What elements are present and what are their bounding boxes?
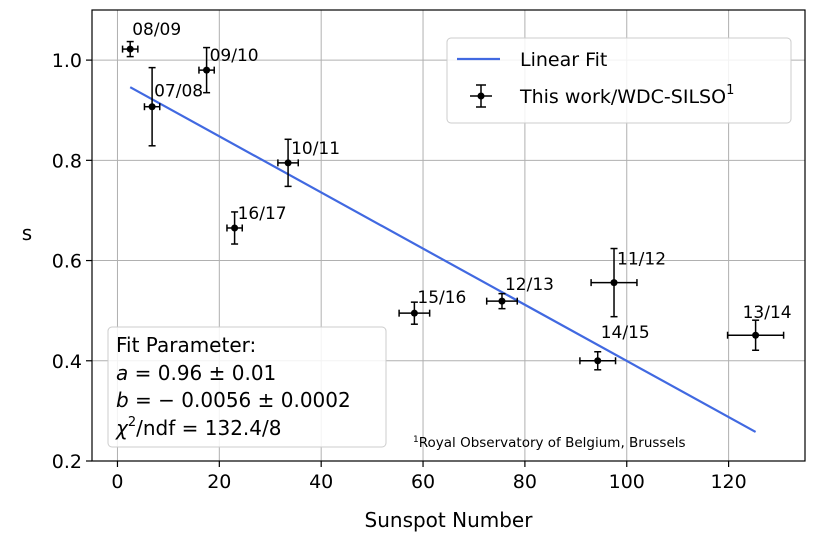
data-points: 08/09 07/08 09/10 10/11 16/17 15/16 12/13 11/12… xyxy=(121,20,792,371)
data-point-marker xyxy=(231,224,239,232)
fit-parameter-box: Fit Parameter: a = 0.96 ± 0.01 b = − 0.0… xyxy=(107,326,387,448)
data-point-11-12: 11/12 xyxy=(590,247,666,318)
data-point-label: 11/12 xyxy=(617,250,666,270)
y-tick-label: 0.2 xyxy=(52,451,82,473)
data-point-marker xyxy=(498,297,506,305)
data-point-label: 12/13 xyxy=(505,275,554,295)
data-point-label: 07/08 xyxy=(154,82,203,102)
data-point-marker xyxy=(203,66,211,74)
axis-ticks: 0 20 40 60 80 100 120 0.2 0.4 0.6 0.8 1.0 xyxy=(52,50,747,493)
x-tick-label: 80 xyxy=(513,471,537,493)
data-point-15-16: 15/16 xyxy=(398,288,466,325)
data-point-07-08: 07/08 xyxy=(143,66,203,147)
data-point-09-10: 09/10 xyxy=(198,46,259,94)
data-point-12-13: 12/13 xyxy=(485,275,554,310)
data-point-label: 09/10 xyxy=(210,46,259,66)
data-point-marker xyxy=(126,45,134,53)
x-axis-label: Sunspot Number xyxy=(365,508,534,532)
data-point-14-15: 14/15 xyxy=(579,323,650,371)
legend-box xyxy=(446,37,792,124)
data-point-label: 14/15 xyxy=(601,323,650,343)
data-point-label: 15/16 xyxy=(417,288,466,308)
y-tick-label: 0.6 xyxy=(52,251,82,273)
x-tick-label: 20 xyxy=(207,471,231,493)
data-point-08-09: 08/09 xyxy=(121,20,181,58)
y-tick-label: 1.0 xyxy=(52,50,82,72)
data-point-10-11: 10/11 xyxy=(277,138,340,188)
data-point-label: 13/14 xyxy=(743,303,792,323)
x-tick-label: 60 xyxy=(411,471,435,493)
data-point-marker xyxy=(610,279,618,287)
fit-parameter-title: Fit Parameter: xyxy=(116,333,256,357)
legend-data-swatch xyxy=(470,84,492,108)
data-point-marker xyxy=(594,357,602,365)
fit-parameter-frame xyxy=(107,326,387,448)
legend-fit-label: Linear Fit xyxy=(520,49,607,71)
fit-parameter-chi2: χ2/ndf = 132.4/8 xyxy=(115,415,281,440)
y-tick-label: 0.4 xyxy=(52,351,82,373)
legend: Linear Fit This work/WDC-SILSO1 xyxy=(446,37,792,124)
data-point-marker xyxy=(752,331,760,339)
x-tick-label: 100 xyxy=(609,471,645,493)
data-point-16-17: 16/17 xyxy=(226,204,287,245)
data-point-marker xyxy=(410,309,418,317)
x-tick-label: 120 xyxy=(710,471,746,493)
fit-parameter-a: a = 0.96 ± 0.01 xyxy=(116,361,276,385)
data-point-label: 16/17 xyxy=(238,204,287,224)
footnote: 1Royal Observatory of Belgium, Brussels xyxy=(413,435,686,451)
x-tick-label: 0 xyxy=(111,471,123,493)
fit-parameter-b: b = − 0.0056 ± 0.0002 xyxy=(116,388,351,412)
x-tick-label: 40 xyxy=(309,471,333,493)
data-point-marker xyxy=(148,103,156,111)
data-point-13-14: 13/14 xyxy=(726,303,792,352)
data-point-marker xyxy=(284,159,292,167)
data-point-label: 10/11 xyxy=(291,139,340,159)
plot-frame xyxy=(91,9,806,462)
legend-data-label: This work/WDC-SILSO1 xyxy=(519,83,734,108)
fit-line xyxy=(129,86,757,433)
data-point-label: 08/09 xyxy=(132,20,181,40)
y-axis-label: s xyxy=(22,221,32,245)
y-tick-label: 0.8 xyxy=(52,150,82,172)
